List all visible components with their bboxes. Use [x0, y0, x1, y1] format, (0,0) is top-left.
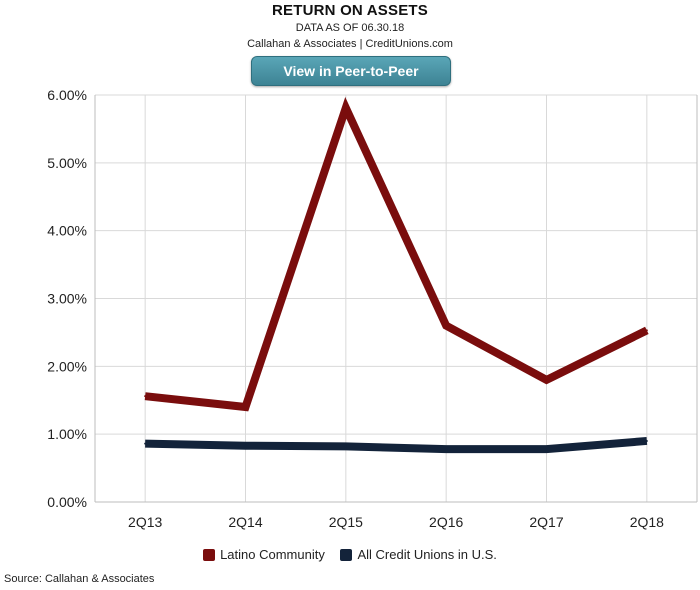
line-chart: 0.00% 1.00% 2.00% 3.00% 4.00% 5.00% 6.00% 2Q13 2…: [47, 87, 698, 530]
data-point-all-credit-unions: [144, 442, 147, 445]
data-point-latino-community: [244, 406, 247, 409]
x-tick-label: 2Q18: [630, 514, 664, 530]
data-point-latino-community: [144, 395, 147, 398]
legend-swatch-all-credit-unions: [340, 548, 353, 561]
data-point-latino-community: [545, 378, 548, 381]
series-line-all-credit-unions: [145, 436, 648, 454]
view-in-peer-to-peer-button[interactable]: View in Peer-to-Peer: [251, 56, 451, 86]
y-tick-label: 6.00%: [47, 87, 87, 103]
legend-label-latino: Latino Community: [220, 547, 325, 562]
y-tick-label: 3.00%: [47, 291, 87, 307]
x-tick-label: 2Q13: [128, 514, 162, 530]
legend-item-latino[interactable]: Latino Community: [203, 547, 325, 562]
data-point-latino-community: [445, 324, 448, 327]
legend-item-all-credit-unions[interactable]: All Credit Unions in U.S.: [340, 547, 497, 562]
legend-label-all-credit-unions: All Credit Unions in U.S.: [357, 547, 497, 562]
y-tick-label: 4.00%: [47, 223, 87, 239]
data-point-all-credit-unions: [244, 444, 247, 447]
x-tick-label: 2Q15: [329, 514, 363, 530]
data-date: DATA AS OF 06.30.18: [295, 22, 405, 34]
source-note: Source: Callahan & Associates: [4, 573, 155, 585]
data-point-all-credit-unions: [645, 439, 648, 442]
credit-line: Callahan & Associates | CreditUnions.com: [247, 38, 453, 50]
data-point-all-credit-unions: [445, 448, 448, 451]
data-point-latino-community: [645, 329, 648, 332]
legend-swatch-latino: [203, 548, 216, 561]
data-point-all-credit-unions: [344, 445, 347, 448]
data-point-latino-community: [344, 106, 347, 109]
x-tick-label: 2Q17: [529, 514, 563, 530]
chart-title: RETURN ON ASSETS: [272, 2, 428, 19]
x-tick-label: 2Q14: [228, 514, 262, 530]
series-line-latino-community: [144, 97, 649, 412]
y-tick-label: 2.00%: [47, 358, 87, 374]
y-tick-label: 0.00%: [47, 494, 87, 510]
y-tick-label: 1.00%: [47, 426, 87, 442]
x-tick-label: 2Q16: [429, 514, 463, 530]
y-tick-label: 5.00%: [47, 155, 87, 171]
legend: Latino Community All Credit Unions in U.…: [0, 547, 700, 564]
data-point-all-credit-unions: [545, 448, 548, 451]
